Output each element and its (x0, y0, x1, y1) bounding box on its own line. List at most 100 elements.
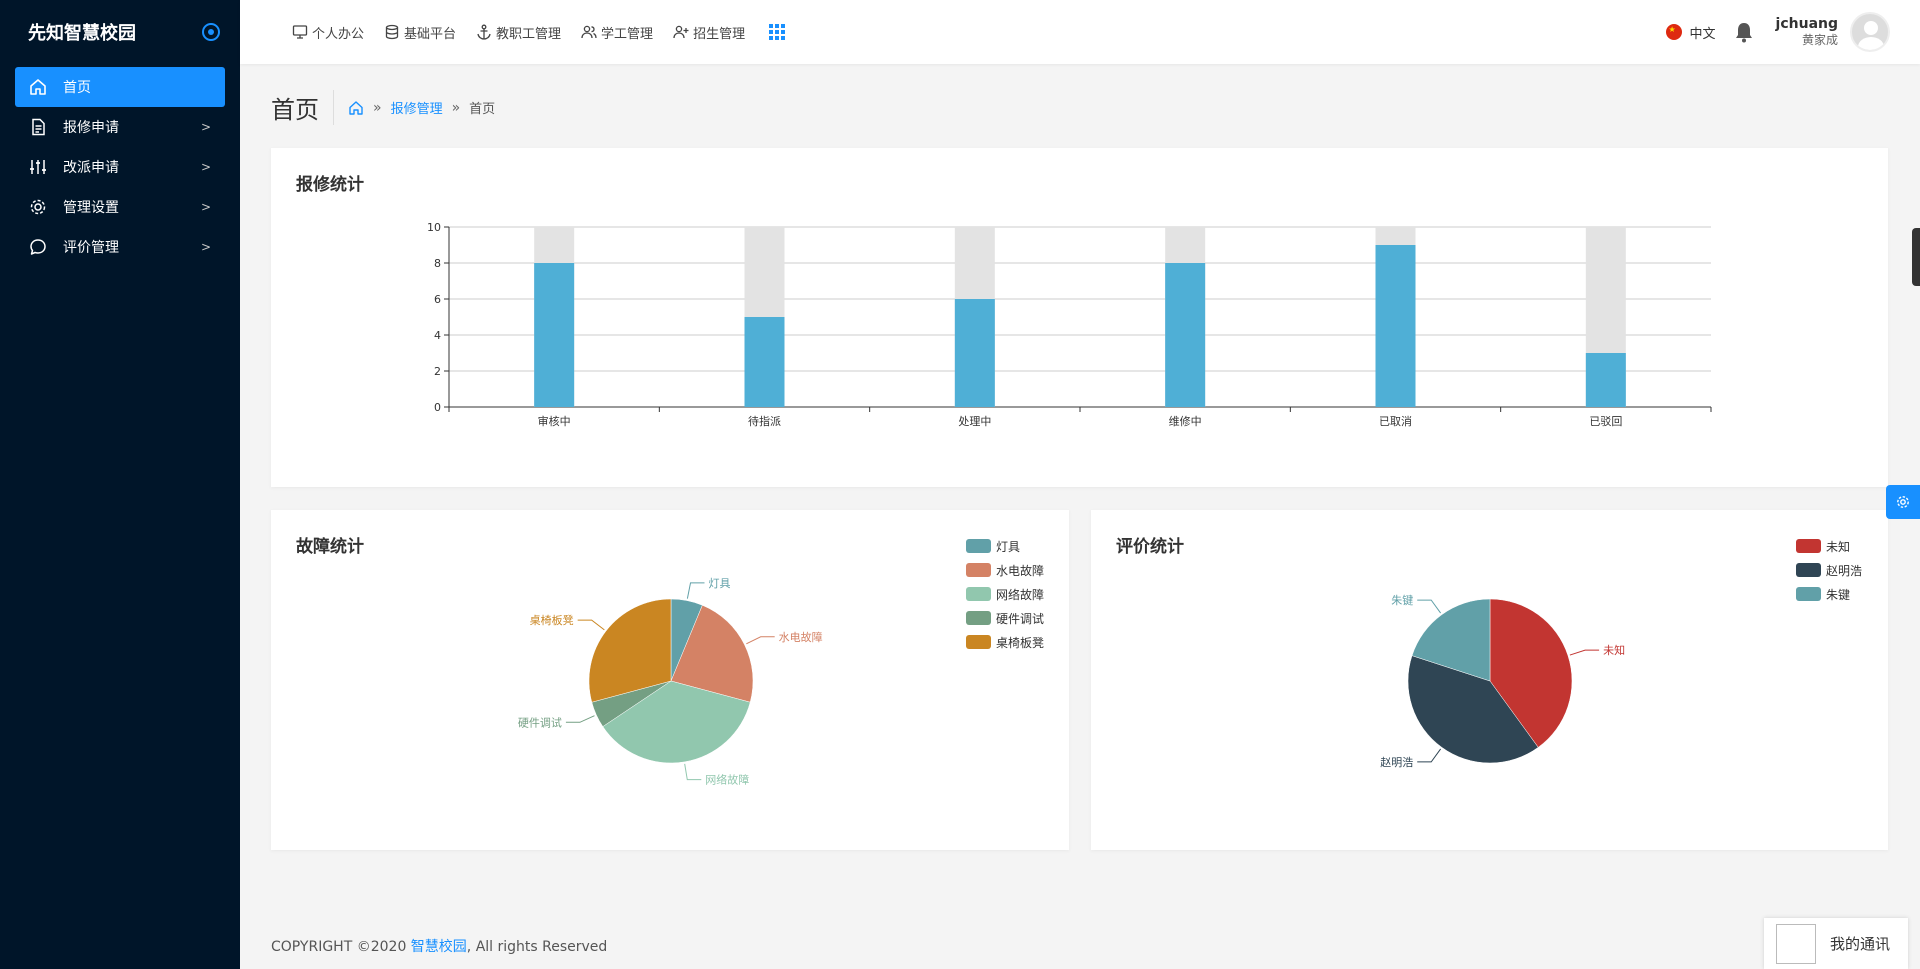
sidebar-item-label: 首页 (63, 80, 91, 96)
chevron-right-icon: > (200, 120, 211, 134)
topnav-label: 个人办公 (312, 26, 365, 42)
topnav-base-platform[interactable]: 基础平台 (384, 23, 456, 42)
x-tick-label: 待指派 (748, 414, 781, 428)
sidebar-menu: 首页 报修申请 > 改派申请 > 管理设置 > 评价 (0, 64, 240, 270)
pie-label: 桌椅板凳 (530, 613, 574, 627)
pie-label-line (1417, 748, 1442, 763)
sidebar-item-repair-request[interactable]: 报修申请 > (15, 107, 225, 147)
sidebar-item-ratings[interactable]: 评价管理 > (15, 227, 225, 267)
legend-item[interactable]: 未知 (1796, 534, 1862, 558)
rating-stats-card: 评价统计 未知 赵明浩 朱键 未知 赵明浩 朱键 (1091, 510, 1888, 850)
pie-label: 未知 (1603, 643, 1625, 657)
legend-label: 朱键 (1826, 587, 1851, 602)
repair-stats-card: 报修统计 0 2 4 6 8 10 审核中 待指派 处理中 维修中 已取消 已驳回 (271, 148, 1888, 487)
chat-widget[interactable]: 我的通讯 (1764, 918, 1908, 969)
sidebar-item-label: 评价管理 (63, 240, 119, 256)
breadcrumb: » 报修管理 » 首页 (348, 98, 495, 117)
home-icon (29, 78, 47, 96)
home-icon[interactable] (348, 100, 364, 116)
pie-label-line (1569, 649, 1600, 656)
sidebar-item-reassign-request[interactable]: 改派申请 > (15, 147, 225, 187)
database-icon (384, 24, 400, 40)
pie-label: 硬件调试 (518, 716, 562, 729)
footer-link[interactable]: 智慧校园 (410, 939, 467, 955)
top-nav: 个人办公 基础平台 教职工管理 学工管理 招生管理 (292, 23, 786, 42)
bar (1165, 263, 1206, 407)
legend-swatch (966, 635, 991, 649)
fault-legend: 灯具水电故障网络故障硬件调试桌椅板凳 (966, 534, 1044, 654)
sidebar-item-label: 管理设置 (63, 200, 119, 216)
legend-item[interactable]: 硬件调试 (966, 606, 1044, 630)
footer-prefix: COPYRIGHT ©2020 (271, 939, 411, 955)
card-title: 故障统计 (296, 537, 364, 557)
legend-swatch (966, 611, 991, 625)
topnav-label: 教职工管理 (496, 26, 562, 42)
sidebar-item-settings[interactable]: 管理设置 > (15, 187, 225, 227)
breadcrumb-separator: » (451, 99, 461, 116)
pie-label: 水电故障 (779, 630, 823, 644)
y-tick-label: 8 (434, 257, 441, 270)
legend-label: 赵明浩 (1826, 563, 1863, 578)
china-flag-icon (1665, 24, 1682, 40)
page-title: 首页 (271, 90, 334, 125)
brand-title: 先知智慧校园 (28, 23, 136, 44)
apps-grid-icon[interactable] (769, 24, 786, 40)
topnav-admissions[interactable]: 招生管理 (673, 23, 745, 42)
topnav-student-affairs[interactable]: 学工管理 (581, 23, 653, 42)
bar (1375, 245, 1416, 407)
users-icon (581, 24, 597, 40)
topnav-label: 招生管理 (693, 26, 746, 42)
pie-slice (1407, 655, 1539, 764)
sidebar-item-home[interactable]: 首页 (15, 67, 225, 107)
legend-item[interactable]: 水电故障 (966, 558, 1044, 582)
card-title: 报修统计 (296, 175, 364, 195)
bar (534, 263, 575, 407)
y-tick-label: 10 (427, 221, 441, 234)
x-tick-label: 已取消 (1379, 414, 1412, 428)
x-tick-label: 维修中 (1169, 414, 1202, 428)
breadcrumb-link-repair[interactable]: 报修管理 (390, 102, 443, 117)
collapse-toggle-icon[interactable] (202, 23, 220, 41)
x-tick-label: 处理中 (958, 415, 991, 428)
comment-icon (29, 238, 47, 256)
y-tick-label: 2 (434, 365, 441, 378)
topnav-personal-office[interactable]: 个人办公 (292, 23, 364, 42)
breadcrumb-current: 首页 (469, 102, 496, 117)
user-info[interactable]: jchuang 黄家成 (1776, 16, 1838, 48)
user-real-name: 黄家成 (1801, 33, 1838, 47)
legend-label: 水电故障 (996, 563, 1045, 578)
pie-slice (602, 680, 751, 764)
sliders-icon (29, 158, 47, 176)
bell-icon[interactable] (1734, 21, 1754, 43)
legend-item[interactable]: 赵明浩 (1796, 558, 1862, 582)
legend-item[interactable]: 桌椅板凳 (966, 630, 1044, 654)
pie-slice (1411, 598, 1491, 682)
sidebar-item-label: 报修申请 (63, 120, 119, 136)
theme-settings-gear-icon[interactable] (1886, 485, 1920, 519)
y-tick-label: 0 (434, 401, 441, 414)
document-icon (29, 118, 47, 136)
pie-label-line (565, 715, 595, 723)
user-name: jchuang (1775, 16, 1838, 32)
legend-label: 网络故障 (996, 587, 1045, 602)
user-add-icon (673, 24, 689, 40)
legend-label: 硬件调试 (996, 611, 1045, 626)
sidebar: 先知智慧校园 首页 报修申请 > 改派申请 > 管理 (0, 0, 240, 969)
topnav-label: 基础平台 (404, 26, 457, 42)
topnav-label: 学工管理 (601, 26, 654, 42)
rating-legend: 未知赵明浩朱键 (1796, 534, 1862, 606)
side-scroll-handle[interactable] (1912, 228, 1920, 286)
legend-item[interactable]: 网络故障 (966, 582, 1044, 606)
repair-bar-chart: 0 2 4 6 8 10 审核中 待指派 处理中 维修中 已取消 已驳回 (427, 221, 1712, 428)
brand-bar: 先知智慧校园 (0, 0, 240, 64)
pie-label: 网络故障 (705, 773, 749, 787)
legend-item[interactable]: 灯具 (966, 534, 1044, 558)
avatar[interactable] (1850, 12, 1890, 52)
y-tick-label: 6 (434, 293, 441, 306)
topnav-staff-management[interactable]: 教职工管理 (476, 23, 561, 42)
legend-item[interactable]: 朱键 (1796, 582, 1862, 606)
bar (954, 299, 995, 407)
language-switch[interactable]: 中文 (1689, 26, 1716, 42)
